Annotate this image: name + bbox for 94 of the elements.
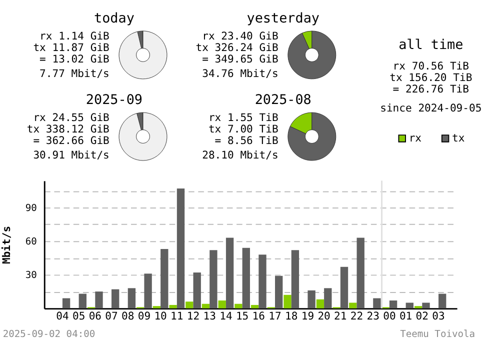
chart-title: 2025-09 — [86, 92, 142, 108]
bar — [258, 254, 266, 308]
y-axis-title: Mbit/s — [1, 226, 14, 264]
text: 7.77 Mbit/s — [40, 68, 110, 80]
text: 28.10 Mbit/s — [202, 150, 278, 162]
text: = 8.56 TiB — [214, 135, 278, 148]
text: 2025-09-02 04:00 — [2, 329, 96, 340]
text: tx 7.00 TiB — [208, 124, 278, 136]
text: 30.91 Mbit/s — [33, 150, 110, 162]
bar — [284, 294, 292, 308]
x-tick-label: 18 — [285, 310, 298, 322]
bar — [234, 304, 242, 308]
bar — [373, 298, 381, 308]
bar — [349, 302, 357, 308]
bar — [340, 266, 348, 308]
bar — [438, 294, 446, 308]
x-tick-label: 23 — [366, 310, 380, 322]
x-tick-label: 08 — [122, 310, 134, 322]
bar — [169, 304, 177, 308]
bar — [218, 300, 226, 308]
chart-title: today — [94, 11, 134, 26]
x-tick-label: 17 — [268, 310, 282, 322]
y-tick-label: 90 — [25, 202, 38, 214]
x-tick-label: 03 — [432, 310, 445, 322]
text: rx 1.14 GiB — [40, 30, 110, 43]
text: all time — [398, 38, 464, 54]
donut-slice — [288, 30, 336, 80]
bar — [144, 274, 152, 308]
x-tick-label: 09 — [138, 310, 151, 322]
x-tick-label: 05 — [72, 310, 86, 322]
bar — [62, 298, 70, 308]
bar — [226, 238, 234, 308]
text: = 349.65 GiB — [202, 54, 278, 66]
x-tick-label: 21 — [334, 310, 347, 322]
bar — [356, 238, 364, 308]
bar — [324, 288, 332, 308]
x-tick-label: 11 — [170, 310, 184, 322]
legend-label: rx — [408, 132, 422, 144]
x-tick-label: 04 — [56, 310, 69, 322]
x-tick-label: 12 — [186, 310, 200, 322]
text: 34.76 Mbit/s — [202, 68, 278, 80]
bar — [242, 248, 250, 308]
text: rx 70.56 TiB — [392, 60, 470, 72]
bar — [112, 289, 120, 308]
text: rx 1.55 TiB — [208, 112, 278, 124]
donut-slice — [288, 112, 336, 161]
bar — [128, 288, 136, 308]
x-tick-label: 14 — [220, 310, 232, 322]
x-tick-label: 15 — [236, 310, 249, 322]
x-tick-label: 13 — [203, 310, 216, 322]
bar — [202, 304, 210, 308]
donut-slice — [118, 112, 168, 161]
text: tx 156.20 TiB — [390, 72, 472, 84]
bar — [291, 250, 300, 308]
x-tick-label: 00 — [383, 310, 396, 322]
x-tick-label: 06 — [88, 310, 102, 322]
bar — [78, 294, 86, 308]
text: tx 326.24 GiB — [196, 42, 278, 54]
text: = 13.02 GiB — [40, 54, 110, 66]
x-tick-label: 01 — [399, 310, 412, 322]
x-tick-label: 07 — [105, 310, 118, 322]
y-tick-label: 30 — [25, 270, 38, 282]
text: rx 24.55 GiB — [33, 112, 110, 124]
bar — [422, 302, 430, 308]
bar — [193, 272, 201, 308]
bar — [406, 302, 414, 308]
legend-label: tx — [452, 132, 465, 144]
bar — [389, 300, 398, 308]
chart-title: 2025-08 — [254, 92, 312, 108]
x-tick-label: 16 — [252, 310, 266, 322]
text: tx 11.87 GiB — [33, 42, 110, 54]
bar — [95, 292, 103, 308]
bar — [275, 276, 283, 308]
bar — [176, 188, 185, 308]
donut-slice — [118, 30, 168, 80]
text: since 2024-09-05 — [380, 102, 482, 115]
x-tick-label: 22 — [350, 310, 364, 322]
x-tick-label: 02 — [416, 310, 429, 322]
x-tick-label: 10 — [154, 310, 167, 322]
bar — [186, 302, 194, 308]
bar — [316, 299, 324, 308]
text: tx 338.12 GiB — [26, 124, 110, 136]
text: Teemu Toivola — [400, 329, 476, 340]
bar — [308, 290, 316, 308]
bar — [160, 248, 168, 308]
bar — [250, 304, 259, 308]
bar — [210, 250, 218, 308]
y-tick-label: 60 — [25, 236, 38, 248]
x-tick-label: 20 — [318, 310, 330, 322]
chart-title: yesterday — [246, 11, 320, 26]
text: = 362.66 GiB — [33, 135, 110, 148]
x-tick-label: 19 — [301, 310, 314, 322]
text: rx 23.40 GiB — [202, 30, 278, 43]
text: = 226.76 TiB — [392, 83, 470, 96]
